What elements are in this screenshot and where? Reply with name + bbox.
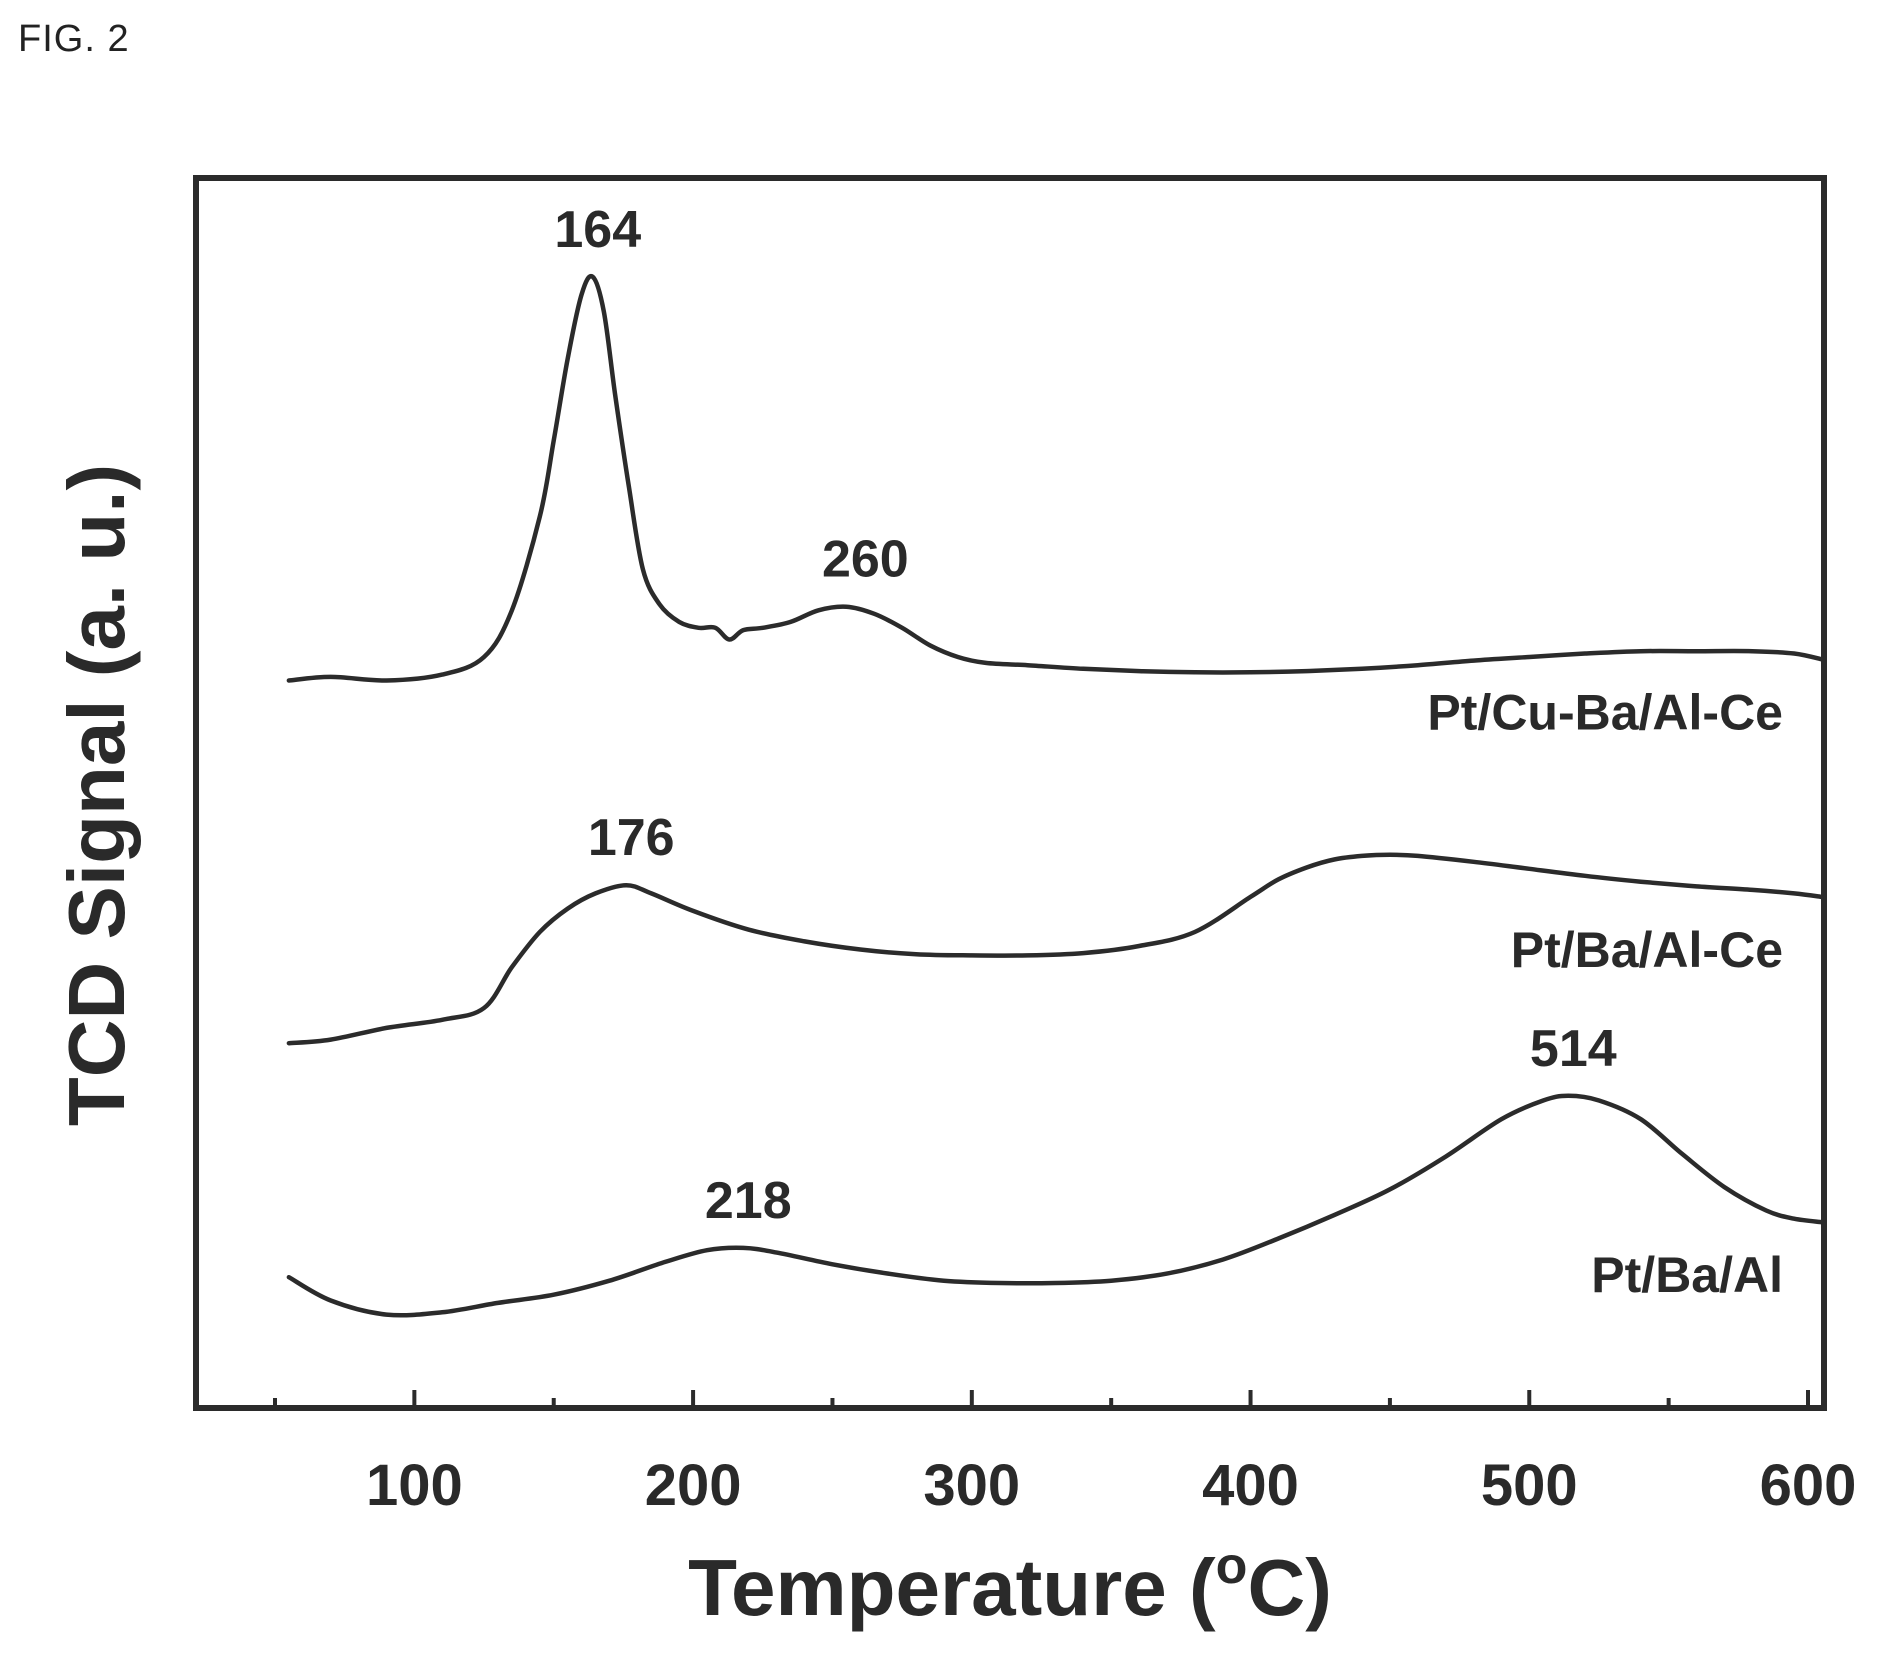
curve-pt-ba-al-ce [286, 852, 1825, 1046]
x-tick-label: 500 [1481, 1453, 1578, 1518]
x-axis-ticks [273, 1390, 1810, 1408]
x-tick-label: 200 [645, 1453, 742, 1518]
plot-frame [193, 175, 1827, 1411]
peak-label: 164 [554, 201, 641, 259]
peak-label: 514 [1530, 1020, 1617, 1078]
peak-label: 176 [588, 809, 675, 867]
curve-pt-ba-al [286, 1093, 1825, 1318]
series-label: Pt/Ba/Al-Ce [1511, 922, 1783, 978]
series-curves [286, 273, 1825, 1318]
x-tick-label: 400 [1202, 1453, 1299, 1518]
x-axis-title: Temperature (oC) [688, 1537, 1332, 1632]
curve-pt-cu-ba-al-ce [286, 273, 1825, 683]
series-labels: Pt/Cu-Ba/Al-Ce Pt/Ba/Al-Ce Pt/Ba/Al [1427, 684, 1783, 1303]
x-tick-label: 600 [1760, 1453, 1857, 1518]
y-axis-title: TCD Signal (a. u.) [52, 464, 141, 1126]
peak-label: 218 [705, 1172, 792, 1230]
series-label: Pt/Cu-Ba/Al-Ce [1427, 684, 1783, 740]
peak-label: 260 [822, 531, 909, 589]
figure-label: FIG. 2 [18, 18, 130, 60]
x-tick-label: 300 [923, 1453, 1020, 1518]
peak-annotations: 164 260 176 218 514 [554, 201, 1616, 1230]
series-label: Pt/Ba/Al [1591, 1247, 1783, 1303]
x-tick-label: 100 [366, 1453, 463, 1518]
x-axis-tick-labels: 100 200 300 400 500 600 [366, 1453, 1856, 1518]
